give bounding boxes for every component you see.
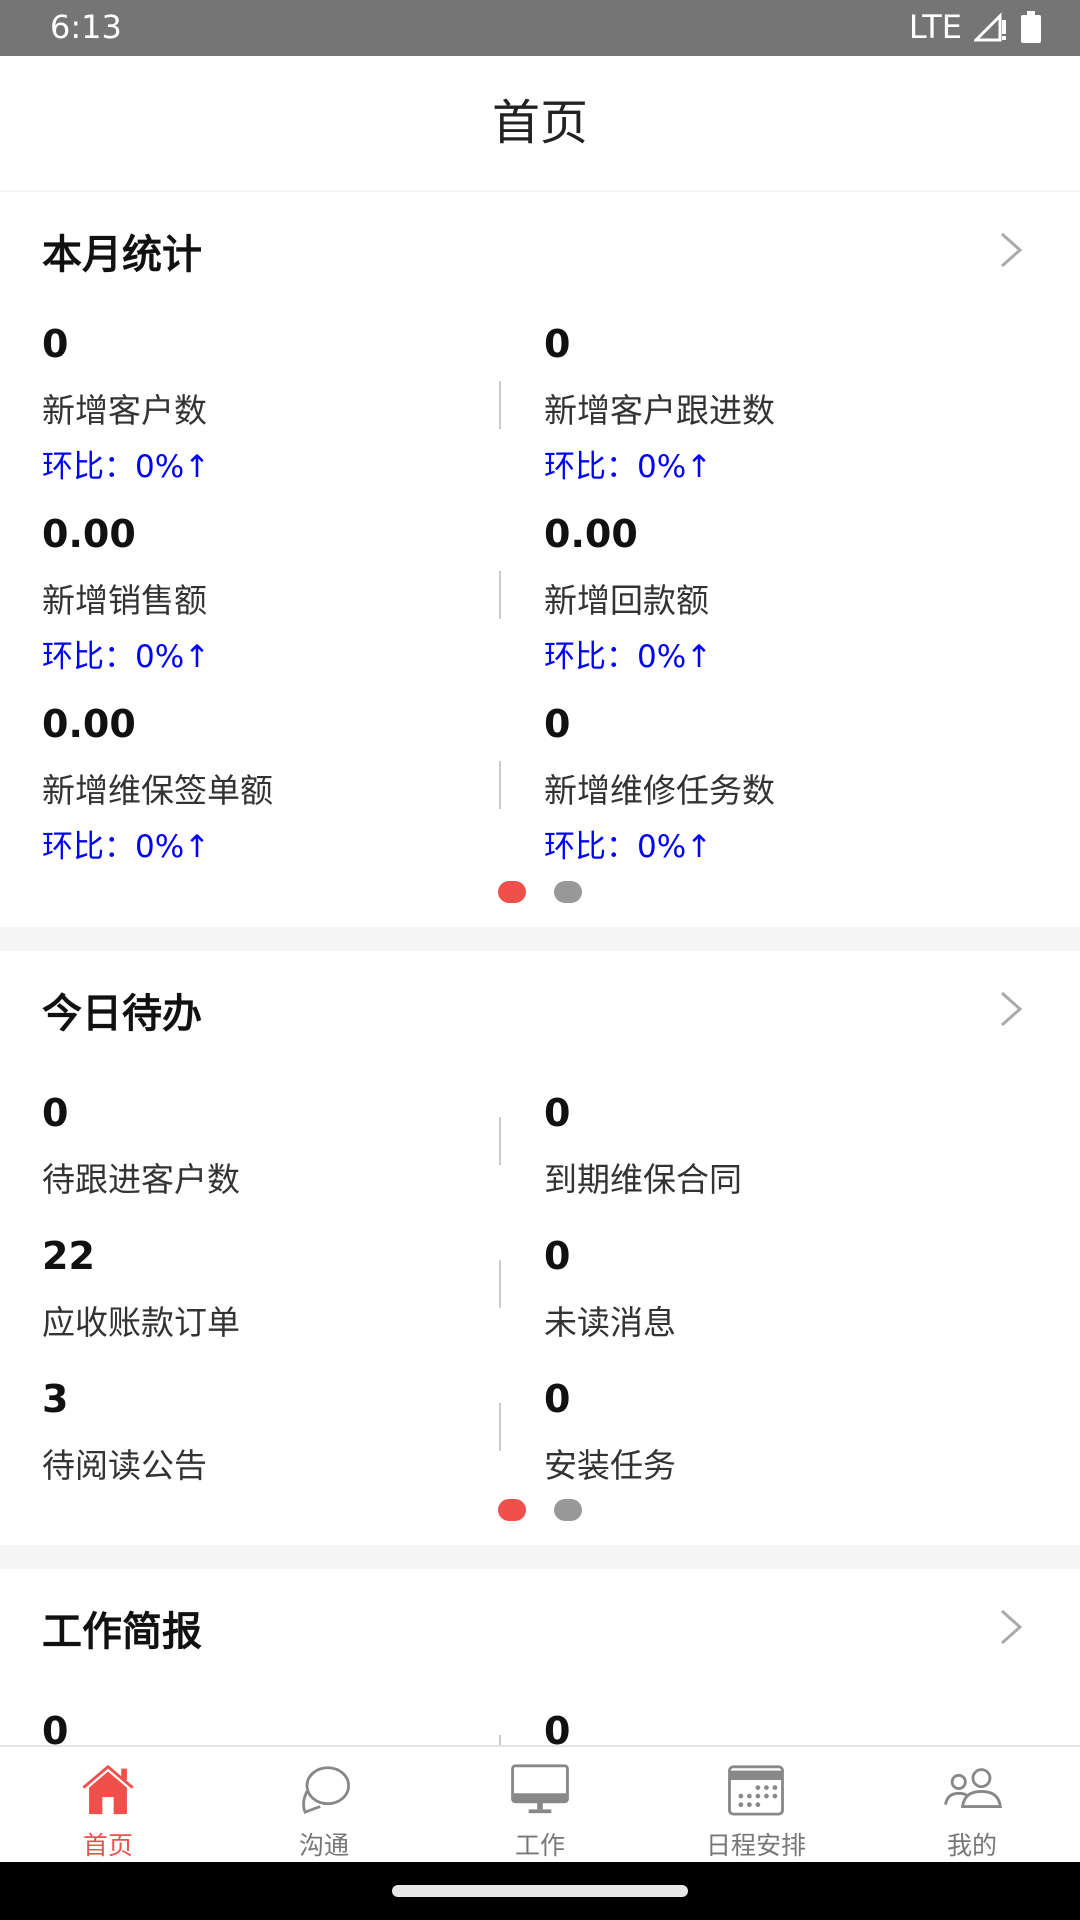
todo-receivable-orders[interactable]: 22 应收账款订单 xyxy=(42,1234,492,1342)
stat-label: 新增客户数 xyxy=(42,391,207,430)
nav-chat[interactable]: 沟通 xyxy=(216,1747,432,1862)
todo-unread-messages[interactable]: 0 未读消息 xyxy=(544,1234,994,1342)
chevron-right-icon[interactable] xyxy=(990,989,1030,1029)
chat-icon xyxy=(302,1766,351,1815)
page-header: 首页 xyxy=(0,56,1080,190)
nav-label: 日程安排 xyxy=(705,1831,806,1860)
battery-icon xyxy=(1021,11,1041,43)
stat-new-maintenance-orders[interactable]: 0.00 新增维保签单额 环比：0%↑ xyxy=(42,702,492,866)
page-dot-active[interactable] xyxy=(498,1499,526,1521)
page-title: 首页 xyxy=(491,95,588,151)
stat-new-customers[interactable]: 0 新增客户数环比：0%↑ xyxy=(42,322,492,486)
work-report-title: 工作简报 xyxy=(42,1609,202,1655)
todo-label: 待跟进客户数 xyxy=(42,1160,240,1199)
divider xyxy=(499,381,501,429)
nav-label: 我的 xyxy=(946,1831,997,1860)
stat-ratio: 环比：0%↑ xyxy=(544,449,713,485)
report-item[interactable]: 0 xyxy=(42,1709,492,1745)
page-dot[interactable] xyxy=(554,881,582,903)
todo-label: 到期维保合同 xyxy=(544,1160,742,1199)
page-indicator xyxy=(0,1499,1080,1521)
monthly-stats-card: 本月统计 0 新增客户数 环比：0%↑ 0 新增客户跟进数 环比：0%↑ 0.00 新增销… xyxy=(0,192,1080,927)
todo-install-tasks[interactable]: 0 安装任务 xyxy=(544,1377,994,1485)
stat-ratio: 环比：0%↑ xyxy=(544,639,713,675)
stat-value: 0 xyxy=(544,322,571,366)
todo-label: 未读消息 xyxy=(544,1303,676,1342)
today-todo-card: 今日待办 0 待跟进客户数 0 到期维保合同 22 应收账款订单 0 未读消息 3 待阅读… xyxy=(0,951,1080,1545)
page-dot[interactable] xyxy=(554,1499,582,1521)
chevron-right-icon[interactable] xyxy=(990,230,1030,270)
stat-ratio: 环比：0%↑ xyxy=(42,829,211,865)
nav-profile[interactable]: 我的 xyxy=(864,1747,1080,1862)
stat-value: 0.00 xyxy=(42,512,136,556)
stat-ratio: 环比：0%↑ xyxy=(42,639,211,675)
bottom-nav: 首页 沟通 工作 日程安排 我的 xyxy=(0,1745,1080,1862)
divider xyxy=(499,1260,501,1308)
today-todo-title: 今日待办 xyxy=(42,991,202,1037)
status-bar: 6:13 LTE xyxy=(0,0,1080,56)
todo-label: 应收账款订单 xyxy=(42,1303,240,1342)
divider xyxy=(499,761,501,809)
todo-label: 待阅读公告 xyxy=(42,1446,207,1485)
todo-label: 安装任务 xyxy=(544,1446,676,1485)
page-indicator xyxy=(0,881,1080,903)
stat-new-sales[interactable]: 0.00 新增销售额环比：0%↑ xyxy=(42,512,492,676)
network-label: LTE xyxy=(908,8,962,46)
signal-icon xyxy=(974,12,1006,42)
todo-value: 3 xyxy=(42,1377,69,1421)
status-time: 6:13 xyxy=(50,8,122,46)
todo-expiring-contracts[interactable]: 0 到期维保合同 xyxy=(544,1091,994,1199)
home-icon xyxy=(82,1764,134,1815)
work-report-card: 工作简报 0 0 xyxy=(0,1569,1080,1745)
divider xyxy=(499,1117,501,1165)
divider xyxy=(499,1403,501,1451)
stat-new-repair-tasks[interactable]: 0 新增维修任务数 环比：0%↑ xyxy=(544,702,994,866)
report-value: 0 xyxy=(544,1709,571,1745)
stat-ratio: 环比：0%↑ xyxy=(42,449,211,485)
system-nav-bar xyxy=(0,1862,1080,1920)
stat-label: 新增维保签单额 xyxy=(42,771,273,810)
todo-pending-customers[interactable]: 0 待跟进客户数 xyxy=(42,1091,492,1199)
nav-label: 工作 xyxy=(514,1831,565,1860)
stat-ratio: 环比：0%↑ xyxy=(544,829,713,865)
users-icon xyxy=(944,1768,1003,1808)
nav-label: 沟通 xyxy=(298,1831,349,1860)
stat-label: 新增销售额 xyxy=(42,581,207,620)
divider xyxy=(499,1735,501,1745)
stat-label: 新增客户跟进数 xyxy=(544,391,775,430)
stat-value: 0.00 xyxy=(42,702,136,746)
nav-label: 首页 xyxy=(82,1831,133,1860)
stat-label: 新增维修任务数 xyxy=(544,771,775,810)
monitor-icon xyxy=(511,1764,569,1814)
todo-value: 0 xyxy=(544,1091,571,1135)
todo-unread-notices[interactable]: 3 待阅读公告 xyxy=(42,1377,492,1485)
page-dot-active[interactable] xyxy=(498,881,526,903)
stat-label: 新增回款额 xyxy=(544,581,709,620)
divider xyxy=(499,571,501,619)
stat-new-followups[interactable]: 0 新增客户跟进数 环比：0%↑ xyxy=(544,322,994,486)
todo-value: 22 xyxy=(42,1234,95,1278)
nav-home[interactable]: 首页 xyxy=(0,1747,216,1862)
monthly-stats-title: 本月统计 xyxy=(42,232,202,278)
todo-value: 0 xyxy=(544,1377,571,1421)
stat-value: 0 xyxy=(544,702,571,746)
stat-value: 0 xyxy=(42,322,69,366)
nav-schedule[interactable]: 日程安排 xyxy=(648,1747,864,1862)
report-value: 0 xyxy=(42,1709,69,1745)
home-gesture-handle[interactable] xyxy=(392,1885,688,1897)
todo-value: 0 xyxy=(42,1091,69,1135)
nav-work[interactable]: 工作 xyxy=(432,1747,648,1862)
report-item[interactable]: 0 xyxy=(544,1709,994,1745)
stat-new-payments[interactable]: 0.00 新增回款额环比：0%↑ xyxy=(544,512,994,676)
chevron-right-icon[interactable] xyxy=(990,1607,1030,1647)
todo-value: 0 xyxy=(544,1234,571,1278)
calendar-icon xyxy=(728,1765,784,1816)
stat-value: 0.00 xyxy=(544,512,638,556)
